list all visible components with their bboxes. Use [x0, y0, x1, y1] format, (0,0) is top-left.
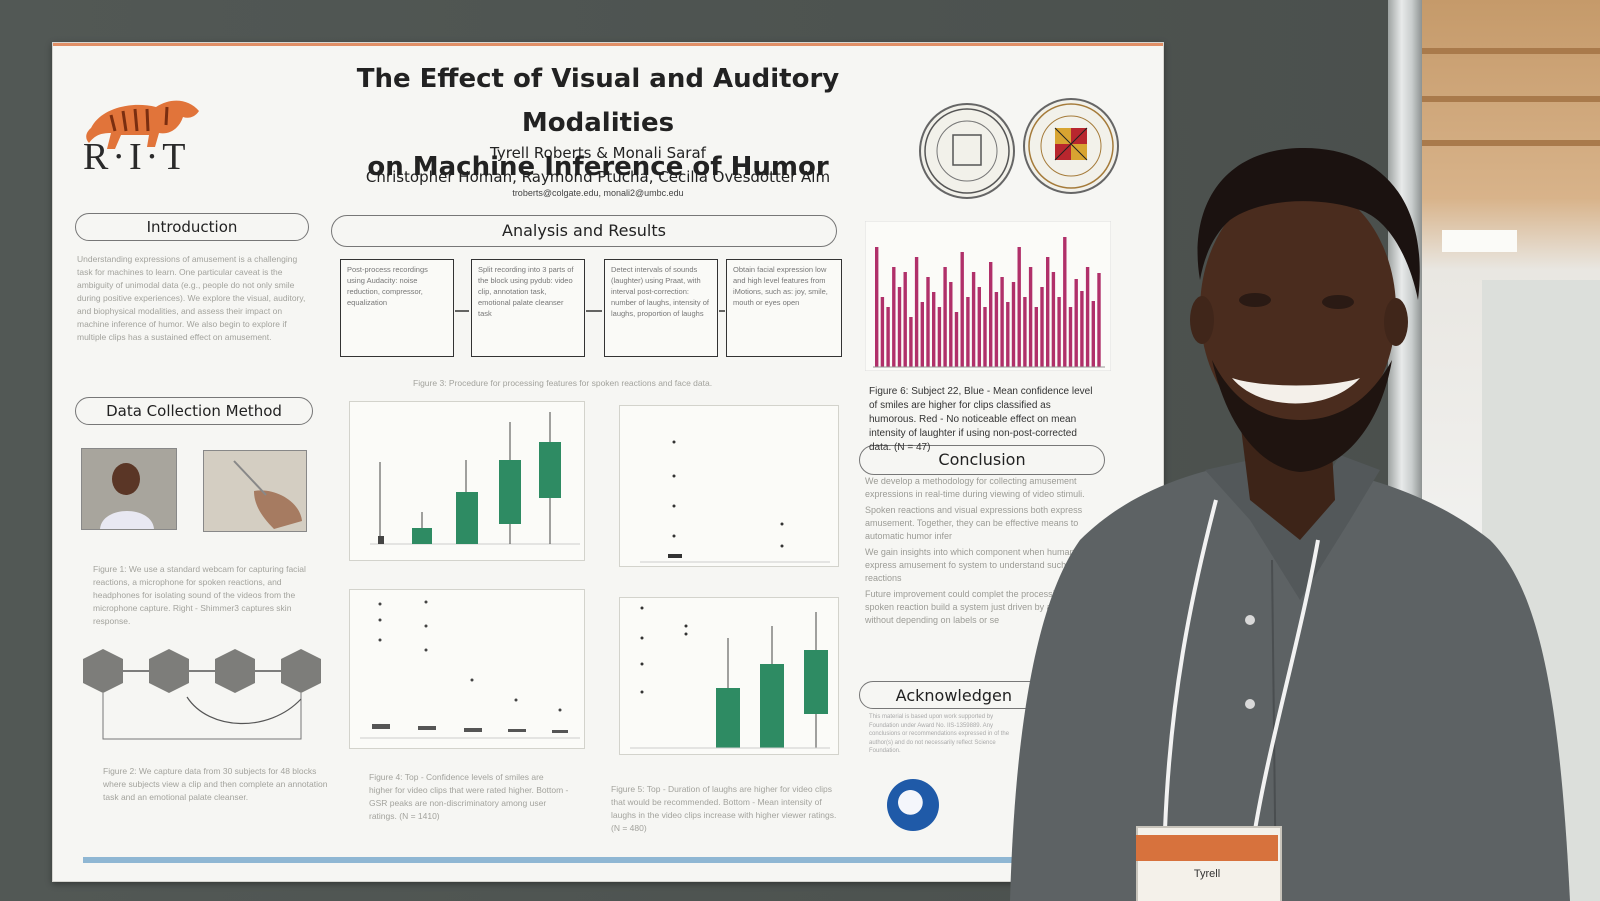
fig6-bar [971, 272, 976, 367]
acknowledgements-text: This material is based upon work support… [869, 714, 1010, 754]
fig6-bar [875, 247, 879, 367]
introduction-text: Understanding expressions of amusement i… [77, 254, 306, 342]
figure-5-caption: Figure 5: Top - Duration of laughs are h… [611, 784, 837, 833]
fig6-bar [932, 292, 936, 367]
gsr-sensor-photo [203, 450, 307, 532]
conclusion-bullet: Future improvement could complet the pro… [865, 589, 1075, 625]
fig6-bar [1068, 307, 1073, 367]
author-emails: troberts@colgate.edu, monali2@umbc.edu [512, 188, 684, 198]
hand-sensor-photo [204, 451, 306, 531]
conclusion-bullet: We develop a methodology for collecting … [865, 476, 1085, 499]
figure-3-caption: Figure 3: Procedure for processing featu… [413, 378, 713, 388]
fig6-bar [954, 312, 959, 367]
poster-title-line2: on Machine Inference of Humor [367, 152, 829, 182]
fig6-bar [880, 297, 885, 367]
fig6-bar [989, 262, 993, 367]
fig6-bar [1080, 291, 1084, 367]
fig6-bar [1074, 279, 1078, 367]
figure-6-caption: Figure 6: Subject 22, Blue - Mean confid… [869, 386, 1093, 453]
name-badge-text: Tyrell [1193, 868, 1221, 880]
colgate-university-seal [919, 103, 1015, 199]
fig6-bar [1006, 302, 1010, 367]
fig6-bar [1040, 287, 1044, 367]
name-badge-header [1136, 835, 1278, 861]
conclusion-list: We develop a methodology for collecting … [865, 475, 1085, 630]
fig6-bar [1011, 282, 1016, 367]
figure-5-top-boxplot [619, 405, 839, 567]
fig6-bar [1017, 247, 1021, 367]
fig6-bar [892, 267, 896, 367]
process-box-praat: Detect intervals of sounds (laughter) us… [604, 259, 718, 357]
fig6-bar [937, 307, 942, 367]
poster-title-line1: The Effect of Visual and Auditory Modali… [356, 64, 840, 138]
fig6-bar [886, 307, 890, 367]
process-box-pydub: Split recording into 3 parts of the bloc… [471, 259, 585, 357]
fig6-bar [1097, 273, 1101, 367]
authors-line2: Christopher Homan, Raymond Ptucha, Cecil… [365, 168, 831, 186]
fig6-bar [966, 297, 970, 367]
fig6-bar [943, 267, 947, 367]
fig6-bar [926, 277, 930, 367]
fig6-bar [1085, 267, 1090, 367]
conclusion-header: Conclusion [859, 445, 1105, 475]
data-collection-header: Data Collection Method [75, 397, 313, 425]
process-box-audacity: Post-process recordings using Audacity: … [340, 259, 454, 357]
webcam-photo [81, 448, 177, 530]
figure-5-bottom-boxplot [619, 597, 839, 755]
nsf-logo [887, 779, 939, 831]
ceiling-light [1442, 230, 1517, 252]
figure-4-bottom-boxplot [349, 589, 585, 749]
wood-shelf [1422, 48, 1600, 54]
fig6-bar [1091, 301, 1095, 367]
poster-title: The Effect of Visual and Auditory Modali… [283, 57, 913, 189]
process-box-imotions: Obtain facial expression low and high le… [726, 259, 842, 357]
figure-2-caption: Figure 2: We capture data from 30 subjec… [103, 766, 328, 802]
fig6-bar [983, 307, 987, 367]
wood-shelf [1422, 96, 1600, 102]
figure-1-caption: Figure 1: We use a standard webcam for c… [93, 564, 306, 626]
subject-photo [82, 449, 176, 529]
figure-6-bar-chart [865, 221, 1111, 371]
fig6-bar [1034, 307, 1038, 367]
figure-2-flow-diagram [83, 649, 321, 740]
fig6-bar [914, 257, 919, 367]
authors-line1: Tyrell Roberts & Monali Saraf [490, 144, 706, 162]
fig6-bar [1051, 272, 1056, 367]
analysis-header: Analysis and Results [331, 215, 837, 247]
conclusion-bullet: We gain insights into which component wh… [865, 547, 1079, 583]
process-arrows [455, 310, 725, 312]
fig6-bar [1023, 297, 1027, 367]
fig6-bar [949, 282, 953, 367]
conclusion-bullet: Spoken reactions and visual expressions … [865, 505, 1083, 541]
fig6-bar [1000, 277, 1004, 367]
poster-authors: Tyrell Roberts & Monali Saraf Christophe… [283, 141, 913, 189]
fig6-bar [909, 317, 913, 367]
rit-logo-text: R·I·T [83, 136, 190, 178]
poster-top-accent [53, 43, 1163, 46]
introduction-header: Introduction [75, 213, 309, 241]
fig6-bar [1057, 297, 1061, 367]
poster-bottom-stripe [83, 857, 1163, 863]
figure-4-top-boxplot [349, 401, 585, 561]
fig6-bar [1028, 267, 1033, 367]
fig6-bar [977, 287, 981, 367]
fig6-bar [994, 292, 999, 367]
fig6-bar [960, 252, 964, 367]
fig6-bar [1063, 237, 1067, 367]
figure-4-caption: Figure 4: Top - Confidence levels of smi… [369, 772, 569, 821]
umbc-seal [1023, 98, 1119, 194]
fig6-bar [920, 302, 924, 367]
fig6-bar [1046, 257, 1050, 367]
fig6-bar [897, 287, 902, 367]
wood-shelf [1422, 140, 1600, 146]
fig6-bar [903, 272, 907, 367]
research-poster: R·I·T The Effect of Visual and Auditory … [52, 42, 1164, 882]
rit-tiger-logo [86, 100, 199, 149]
